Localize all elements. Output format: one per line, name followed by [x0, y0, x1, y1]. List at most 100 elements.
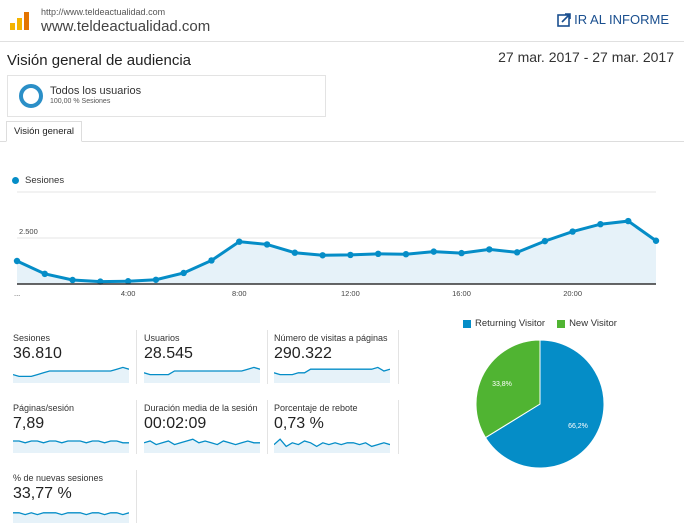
sessions-point[interactable]: [208, 257, 215, 264]
go-to-report-label: IR AL INFORME: [574, 12, 669, 27]
sessions-point[interactable]: [236, 238, 243, 245]
series-legend-label[interactable]: Sesiones: [25, 175, 65, 186]
metric-sparkline: [13, 512, 129, 523]
segment-ring-icon: [19, 84, 43, 108]
metric-value: 36.810: [13, 345, 62, 362]
sessions-point[interactable]: [13, 257, 21, 265]
sparkline-line: [13, 366, 129, 378]
sessions-point[interactable]: [263, 241, 271, 248]
sparkline-line: [274, 438, 390, 448]
sessions-point[interactable]: [513, 249, 521, 256]
metric-value: 00:02:09: [144, 415, 207, 432]
tab-divider: [0, 141, 684, 142]
metric-separator: [136, 470, 137, 523]
sessions-point[interactable]: [597, 221, 604, 228]
metric-sparkline: [13, 366, 129, 383]
sparkline-line: [144, 438, 260, 446]
series-legend-dot: [12, 177, 19, 184]
metric-card[interactable]: Sesiones 36.810: [13, 333, 135, 388]
segment-card[interactable]: Todos los usuarios 100,00 % Sesiones: [7, 75, 326, 117]
metric-value: 7,89: [13, 415, 45, 432]
sessions-line: [16, 219, 657, 284]
sparkline-fill: [144, 439, 260, 453]
sparkline-fill: [13, 441, 129, 453]
sessions-point[interactable]: [347, 251, 354, 259]
sessions-point[interactable]: [652, 237, 660, 244]
pie-slice-label: 66,2%: [568, 423, 588, 430]
go-to-report-link[interactable]: IR AL INFORME: [557, 12, 669, 27]
metric-sparkline: [274, 366, 390, 383]
sessions-point[interactable]: [541, 237, 549, 245]
sessions-point[interactable]: [152, 276, 160, 283]
sessions-point[interactable]: [319, 252, 326, 259]
sparkline-fill: [13, 512, 129, 523]
metric-separator: [267, 330, 268, 384]
metric-card[interactable]: Páginas/sesión 7,89: [13, 403, 135, 458]
top-bar: http://www.teldeactualidad.com www.telde…: [0, 0, 684, 42]
metric-label: Páginas/sesión: [13, 403, 75, 413]
metric-separator: [398, 400, 399, 454]
sparkline-line: [13, 512, 129, 516]
sessions-point[interactable]: [41, 270, 48, 278]
sessions-point[interactable]: [97, 278, 104, 285]
metric-separator: [136, 330, 137, 384]
segment-share: 100,00 % Sesiones: [50, 98, 111, 105]
metric-label: Duración media de la sesión: [144, 403, 258, 413]
metric-label: % de nuevas sesiones: [13, 473, 104, 483]
metric-label: Usuarios: [144, 333, 180, 343]
sessions-point[interactable]: [430, 248, 437, 255]
sessions-point[interactable]: [374, 250, 382, 258]
metric-sparkline: [144, 438, 260, 453]
x-tick-label: 20:00: [563, 289, 582, 298]
metric-card[interactable]: Porcentaje de rebote 0,73 %: [274, 403, 396, 458]
metric-card[interactable]: Duración media de la sesión 00:02:09: [144, 403, 266, 458]
legend-new-swatch: [557, 319, 566, 328]
metric-separator: [267, 400, 268, 454]
sessions-point[interactable]: [180, 269, 187, 277]
metric-label: Sesiones: [13, 333, 51, 343]
x-tick-label: 8:00: [232, 289, 247, 298]
sparkline-line: [274, 366, 390, 376]
legend-returning[interactable]: Returning Visitor: [463, 318, 545, 329]
pie-slice-new[interactable]: [475, 339, 541, 439]
sessions-point[interactable]: [124, 278, 132, 285]
x-tick-label: 16:00: [452, 289, 471, 298]
date-range[interactable]: 27 mar. 2017 - 27 mar. 2017: [498, 49, 674, 65]
legend-returning-swatch: [463, 319, 471, 328]
metric-separator: [398, 330, 399, 384]
pie-legend: Returning Visitor New Visitor: [463, 318, 617, 329]
metric-value: 0,73 %: [274, 415, 324, 432]
sessions-point[interactable]: [69, 276, 76, 284]
tab-overview[interactable]: Visión general: [6, 121, 83, 142]
legend-new-label: New Visitor: [569, 318, 617, 329]
pie-slice-label: 33,8%: [492, 381, 512, 388]
external-link-icon: [557, 12, 571, 27]
sessions-point[interactable]: [291, 249, 299, 256]
sparkline-line: [144, 366, 260, 376]
sparkline-fill: [274, 367, 390, 383]
y-tick-label: 2.500: [19, 227, 38, 236]
sessions-point[interactable]: [486, 246, 493, 253]
sessions-point[interactable]: [402, 250, 410, 258]
metric-card[interactable]: Usuarios 28.545: [144, 333, 266, 388]
pie-slice-returning[interactable]: [484, 339, 605, 469]
metric-label: Número de visitas a páginas: [274, 333, 388, 343]
sessions-point[interactable]: [458, 249, 465, 257]
x-tick-label: 4:00: [121, 289, 136, 298]
metric-sparkline: [274, 438, 390, 453]
metric-card[interactable]: % de nuevas sesiones 33,77 %: [13, 473, 135, 523]
sessions-point[interactable]: [569, 228, 576, 235]
metric-label: Porcentaje de rebote: [274, 403, 358, 413]
sessions-point[interactable]: [625, 217, 632, 225]
sessions-area-fill: [17, 221, 656, 284]
metric-value: 290.322: [274, 345, 332, 362]
metric-card[interactable]: Número de visitas a páginas 290.322: [274, 333, 396, 388]
legend-new[interactable]: New Visitor: [557, 318, 617, 329]
site-url-small: http://www.teldeactualidad.com: [41, 7, 166, 17]
legend-returning-label: Returning Visitor: [475, 318, 546, 329]
sparkline-line: [13, 440, 129, 444]
x-tick-label: 12:00: [341, 289, 360, 298]
visitor-type-pie-chart: 66,2% 33,8%: [475, 339, 605, 469]
metric-sparkline: [144, 366, 260, 383]
